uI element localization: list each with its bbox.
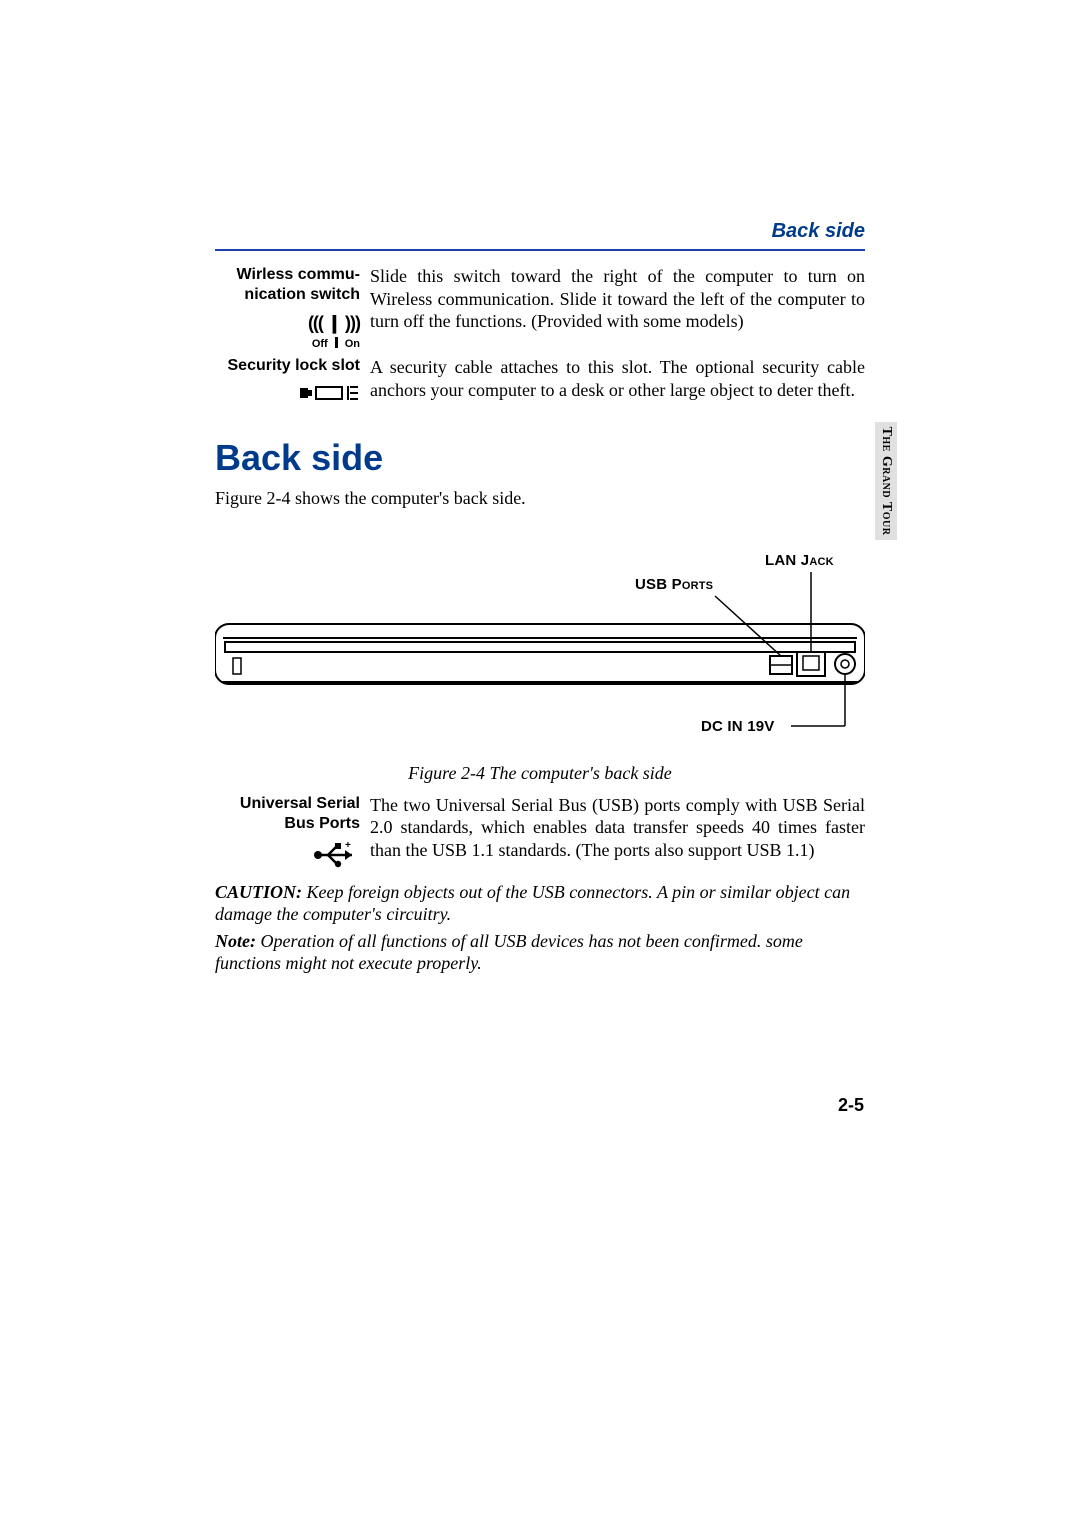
- page-number: 2-5: [838, 1095, 864, 1116]
- definitions-bottom: Universal Serial Bus Ports The two Unive…: [215, 794, 865, 877]
- wireless-switch-glyph: ((( ❙ ))) Off On: [215, 313, 360, 352]
- table-row: Universal Serial Bus Ports The two Unive…: [215, 794, 865, 838]
- definitions-top: Wirless commu- nication switch Slide thi…: [215, 265, 865, 411]
- header-rule: [215, 249, 865, 251]
- figure-back-side: LAN Jack USB Ports DC IN 19V: [215, 534, 865, 759]
- leader-usb: [715, 596, 781, 656]
- note-text: Note: Operation of all functions of all …: [215, 930, 865, 975]
- term-security-lock: Security lock slot: [215, 356, 370, 380]
- running-head: Back side: [215, 220, 865, 243]
- svg-text:+: +: [345, 842, 351, 851]
- desc-security-lock: A security cable attaches to this slot. …: [370, 356, 865, 411]
- page: Back side Wirless commu- nication switch…: [0, 0, 1080, 1528]
- desc-usb-ports: The two Universal Serial Bus (USB) ports…: [370, 794, 865, 877]
- caution-label: CAUTION:: [215, 882, 302, 902]
- section-heading: Back side: [215, 437, 865, 479]
- caution-body: Keep foreign objects out of the USB conn…: [215, 882, 850, 925]
- figure-svg: [215, 534, 865, 759]
- side-tab: The Grand Tour: [875, 422, 897, 540]
- table-row: Security lock slot A security cable atta…: [215, 356, 865, 380]
- content-area: Back side Wirless commu- nication switch…: [215, 220, 865, 975]
- dc-in-inner: [841, 660, 849, 668]
- dc-in-outer: [835, 654, 855, 674]
- security-lock-glyph: [300, 384, 360, 402]
- lan-port-inner: [803, 656, 819, 670]
- note-body: Operation of all functions of all USB de…: [215, 931, 803, 974]
- wireless-switch-icon: ((( ❙ ))) Off On: [215, 309, 370, 356]
- wireless-on-label: On: [345, 338, 360, 350]
- security-lock-icon: [215, 380, 370, 411]
- wireless-arcs: ((( ❙ ))): [308, 313, 360, 333]
- usb-icon: +: [215, 838, 370, 877]
- term-usb-ports: Universal Serial Bus Ports: [215, 794, 370, 838]
- note-label: Note:: [215, 931, 256, 951]
- side-tab-label: The Grand Tour: [878, 427, 894, 536]
- detail-left-1: [233, 658, 241, 674]
- usb-glyph: +: [312, 842, 360, 868]
- section-intro: Figure 2-4 shows the computer's back sid…: [215, 487, 865, 510]
- desc-wireless-switch: Slide this switch toward the right of th…: [370, 265, 865, 356]
- wireless-switch-divider: [335, 337, 338, 348]
- term-wireless-switch: Wirless commu- nication switch: [215, 265, 370, 309]
- caution-text: CAUTION: Keep foreign objects out of the…: [215, 881, 865, 926]
- table-row: Wirless commu- nication switch Slide thi…: [215, 265, 865, 309]
- figure-caption: Figure 2-4 The computer's back side: [215, 763, 865, 784]
- chassis-outline: [215, 624, 865, 684]
- wireless-off-label: Off: [312, 338, 328, 350]
- chassis-inner-band: [225, 642, 855, 652]
